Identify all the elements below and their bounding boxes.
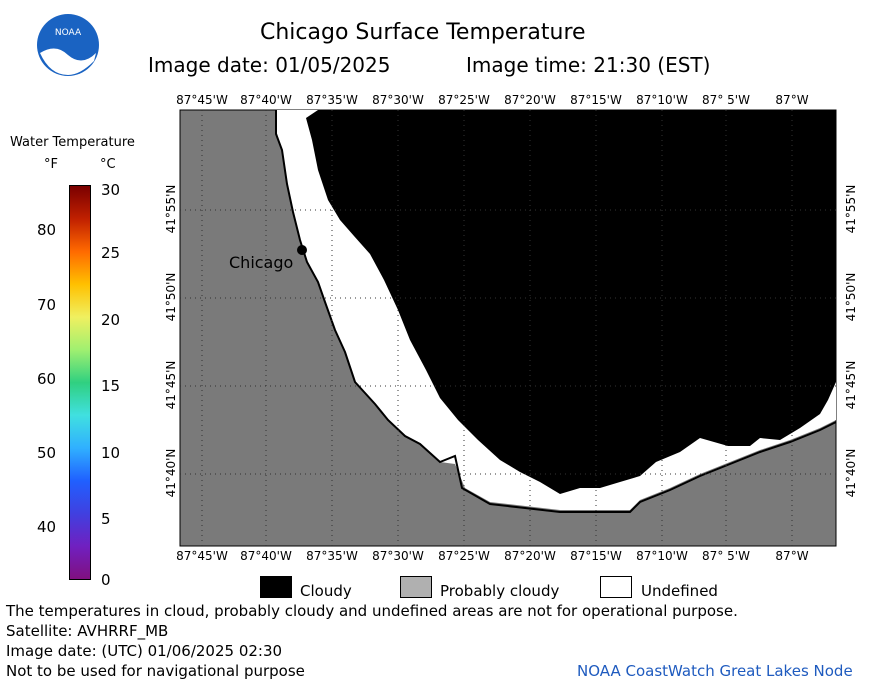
lon-label-bottom: 87°35'W	[306, 549, 358, 563]
lat-label-right: 41°55'N	[844, 184, 858, 234]
lon-label-bottom: 87°40'W	[240, 549, 292, 563]
colorbar-c-tick: 15	[101, 377, 121, 395]
colorbar-c-tick: 20	[101, 311, 121, 329]
lon-label-top: 87°40'W	[240, 93, 292, 107]
lat-label-left: 41°50'N	[164, 272, 178, 322]
lat-label-right: 41°50'N	[844, 272, 858, 322]
lon-label-top: 87°35'W	[306, 93, 358, 107]
legend-swatch-probably-cloudy	[400, 576, 432, 598]
lon-label-bottom: 87°10'W	[636, 549, 688, 563]
disclaimer: The temperatures in cloud, probably clou…	[6, 602, 738, 620]
colorbar-f-tick: 40	[37, 518, 57, 536]
lat-label-left: 41°55'N	[164, 184, 178, 234]
lon-label-top: 87°20'W	[504, 93, 556, 107]
lon-label-top: 87° 5'W	[702, 93, 750, 107]
unit-c: °C	[100, 157, 116, 172]
colorbar-c-tick: 0	[101, 571, 111, 589]
colorbar-f-tick: 80	[37, 221, 57, 239]
colorbar-c-tick: 5	[101, 510, 111, 528]
nav-warning: Not to be used for navigational purpose	[6, 662, 305, 680]
colorbar-f-tick: 70	[37, 296, 57, 314]
satellite: Satellite: AVHRRF_MB	[6, 622, 169, 640]
lat-label-right: 41°45'N	[844, 360, 858, 410]
colorbar-f-tick: 50	[37, 444, 57, 462]
lon-label-bottom: 87°25'W	[438, 549, 490, 563]
lon-label-top: 87°W	[775, 93, 809, 107]
lon-label-bottom: 87°45'W	[176, 549, 228, 563]
lon-label-bottom: 87°30'W	[372, 549, 424, 563]
colorbar-title: Water Temperature	[10, 135, 135, 150]
credit: NOAA CoastWatch Great Lakes Node	[577, 662, 853, 680]
lon-label-top: 87°30'W	[372, 93, 424, 107]
utc-date: Image date: (UTC) 01/06/2025 02:30	[6, 642, 283, 660]
image-date: Image date: 01/05/2025	[148, 53, 391, 77]
legend-label-cloudy: Cloudy	[300, 582, 352, 600]
svg-text:NOAA: NOAA	[55, 28, 82, 38]
legend-swatch-cloudy	[260, 576, 292, 598]
lon-label-bottom: 87° 5'W	[702, 549, 750, 563]
noaa-logo: NOAA	[37, 14, 99, 76]
temperature-colorbar	[69, 185, 91, 580]
lon-label-top: 87°45'W	[176, 93, 228, 107]
colorbar-c-tick: 10	[101, 444, 121, 462]
image-time: Image time: 21:30 (EST)	[466, 53, 711, 77]
lon-label-top: 87°15'W	[570, 93, 622, 107]
cloudy-area	[306, 110, 836, 494]
page-title: Chicago Surface Temperature	[260, 20, 586, 45]
lat-label-left: 41°45'N	[164, 360, 178, 410]
lat-label-right: 41°40'N	[844, 448, 858, 498]
colorbar-c-tick: 25	[101, 244, 121, 262]
unit-f: °F	[44, 157, 58, 172]
lon-label-top: 87°10'W	[636, 93, 688, 107]
chicago-marker	[297, 245, 307, 255]
colorbar-f-tick: 60	[37, 370, 57, 388]
city-label: Chicago	[229, 253, 294, 272]
lon-label-bottom: 87°20'W	[504, 549, 556, 563]
lat-label-left: 41°40'N	[164, 448, 178, 498]
lon-label-top: 87°25'W	[438, 93, 490, 107]
colorbar-c-tick: 30	[101, 181, 121, 199]
lon-label-bottom: 87°W	[775, 549, 809, 563]
legend-swatch-undefined	[600, 576, 632, 598]
legend-label-probably-cloudy: Probably cloudy	[440, 582, 560, 600]
lon-label-bottom: 87°15'W	[570, 549, 622, 563]
legend-label-undefined: Undefined	[641, 582, 718, 600]
